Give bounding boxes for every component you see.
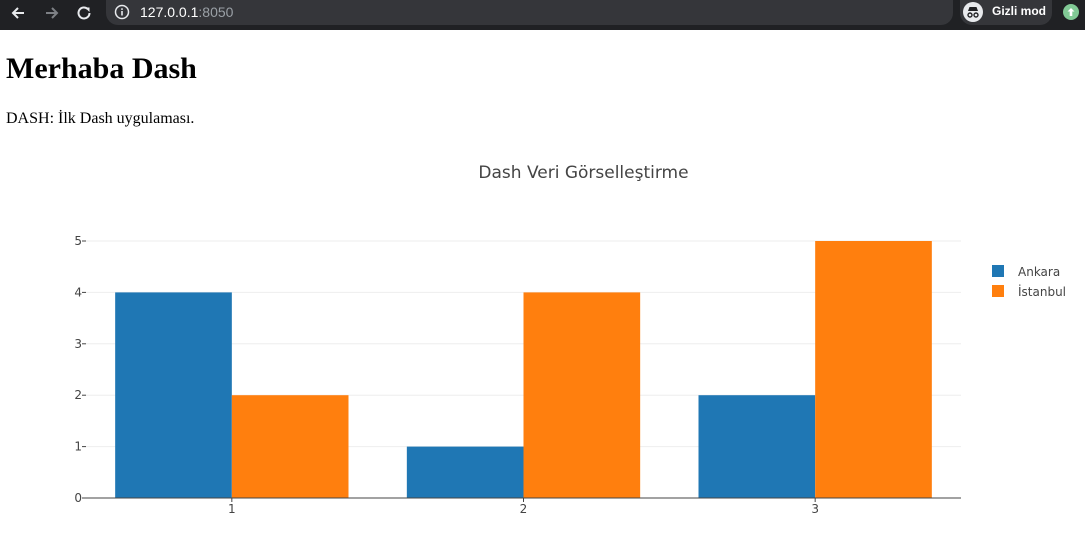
y-tick-label: 5	[74, 234, 82, 248]
legend-swatch	[992, 285, 1004, 297]
x-tick-label: 3	[811, 502, 819, 516]
x-tick-label: 2	[520, 502, 528, 516]
back-arrow-icon	[11, 7, 24, 19]
y-tick-label: 2	[74, 388, 82, 402]
address-host: 127.0.0.1	[140, 4, 199, 20]
reload-button[interactable]	[70, 0, 98, 26]
page-description: DASH: İlk Dash uygulaması.	[6, 110, 195, 127]
legend: Ankara İstanbul	[992, 265, 1066, 299]
y-tick-label: 1	[74, 440, 82, 454]
bar-i̇stanbul-1	[231, 395, 349, 498]
page-title: Merhaba Dash	[6, 52, 197, 85]
reload-icon	[77, 6, 91, 20]
bar-i̇stanbul-2	[523, 292, 641, 498]
page-content: Merhaba Dash DASH: İlk Dash uygulaması. …	[0, 30, 1085, 516]
address-bar[interactable]: 127.0.0.1:8050	[106, 0, 1049, 25]
address-port: :8050	[198, 4, 234, 20]
back-button[interactable]	[4, 0, 32, 26]
legend-swatch	[992, 265, 1004, 277]
incognito-icon	[963, 2, 983, 22]
chart-title: Dash Veri Görselleştirme	[478, 163, 688, 183]
address-url: 127.0.0.1:8050	[140, 4, 233, 20]
bar-chart: Dash Veri Görselleştirme 0 1 2 3 4 5 1 2 3 Ankar…	[74, 163, 1066, 516]
y-tick-label: 3	[74, 337, 82, 351]
legend-label: Ankara	[1018, 265, 1060, 279]
incognito-label: Gizli mod	[992, 4, 1046, 18]
bar-i̇stanbul-3	[815, 241, 932, 498]
y-tick-label: 4	[74, 285, 82, 299]
update-icon[interactable]	[1063, 4, 1079, 20]
bar-ankara-3	[698, 395, 816, 498]
incognito-indicator[interactable]: Gizli mod	[960, 0, 1052, 25]
bar-ankara-2	[406, 446, 524, 498]
info-icon[interactable]	[114, 4, 130, 20]
bars	[115, 241, 932, 498]
browser-toolbar: 127.0.0.1:8050 Gizli mod	[0, 0, 1085, 30]
bar-ankara-1	[115, 292, 232, 498]
x-tick-label: 1	[228, 502, 236, 516]
forward-button[interactable]	[38, 0, 66, 26]
y-tick-label: 0	[74, 491, 82, 505]
legend-label: İstanbul	[1018, 284, 1066, 299]
forward-arrow-icon	[46, 7, 59, 19]
axes: 0 1 2 3 4 5 1 2 3	[74, 234, 961, 516]
